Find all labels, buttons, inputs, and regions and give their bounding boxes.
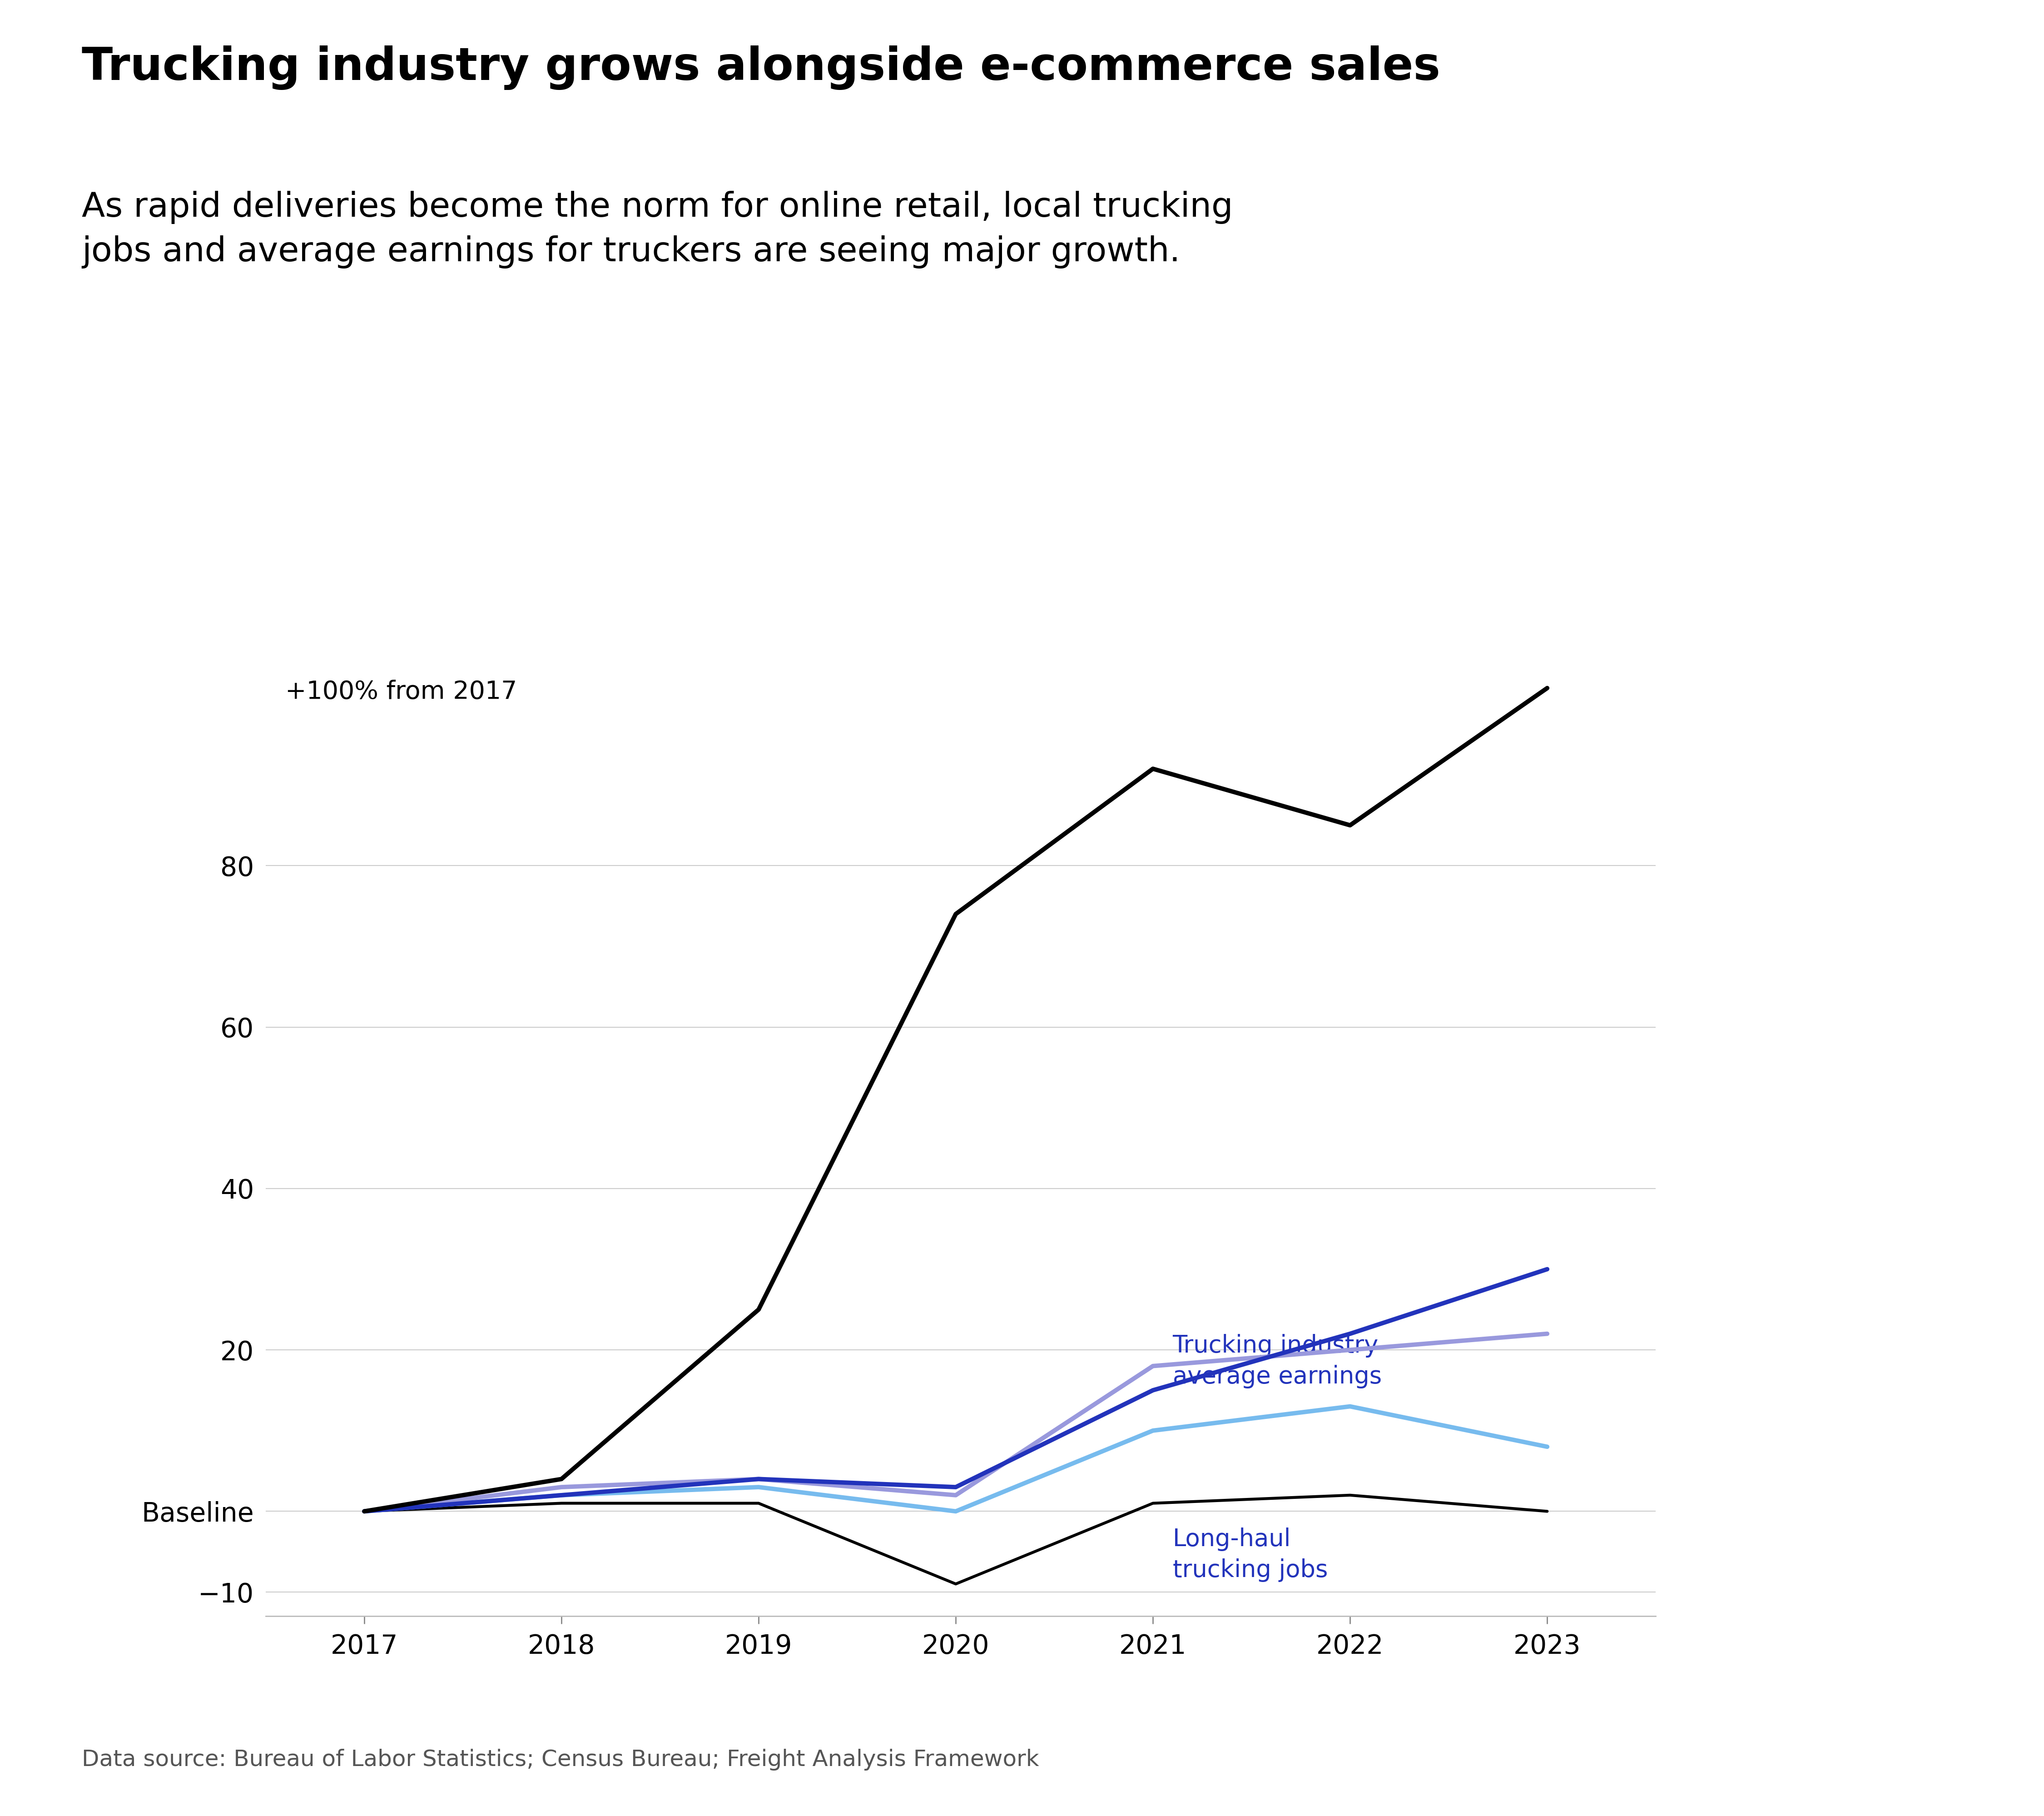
Text: Data source: Bureau of Labor Statistics; Census Bureau; Freight Analysis Framewo: Data source: Bureau of Labor Statistics;… [82, 1749, 1038, 1771]
Text: As rapid deliveries become the norm for online retail, local trucking
jobs and a: As rapid deliveries become the norm for … [82, 191, 1233, 269]
Text: +100% from 2017: +100% from 2017 [286, 679, 517, 705]
Text: Long-haul
trucking jobs: Long-haul trucking jobs [1173, 1527, 1329, 1582]
Text: Trucking industry grows alongside e-commerce sales: Trucking industry grows alongside e-comm… [82, 45, 1441, 91]
Text: Trucking industry
average earnings: Trucking industry average earnings [1173, 1333, 1382, 1389]
